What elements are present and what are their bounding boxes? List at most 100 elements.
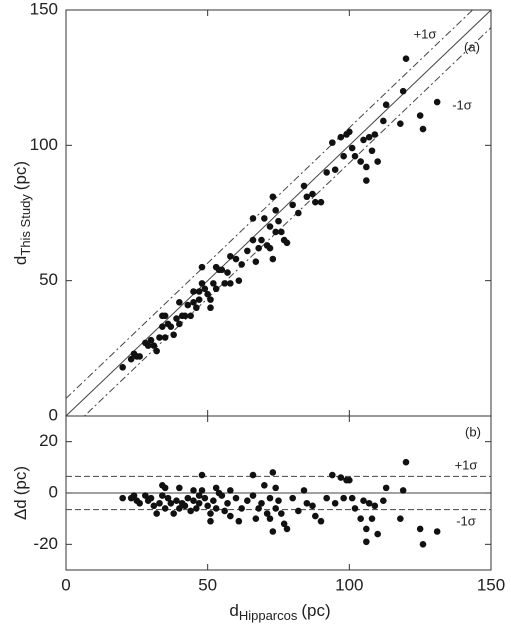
- data-point: [382, 484, 390, 492]
- data-point: [351, 505, 359, 512]
- data-point: [187, 312, 194, 320]
- sigma-label: -1σ: [452, 97, 472, 112]
- data-point: [190, 487, 197, 494]
- plot-area: [66, 458, 491, 548]
- axis-label-part: d: [11, 256, 30, 265]
- data-point: [150, 502, 158, 510]
- data-point: [266, 223, 274, 230]
- data-point: [380, 497, 387, 505]
- data-point: [147, 336, 155, 344]
- data-point: [329, 471, 336, 479]
- data-point: [198, 487, 206, 494]
- data-point: [295, 209, 302, 217]
- data-point: [329, 139, 336, 146]
- axis-label-part: (pc): [11, 161, 30, 190]
- data-point: [337, 474, 345, 481]
- data-point: [374, 158, 381, 165]
- y-tick-label: 0: [49, 482, 58, 501]
- data-point: [337, 133, 345, 141]
- data-point: [195, 296, 203, 303]
- axis-label-part: Δd: [11, 499, 30, 520]
- data-point: [184, 301, 192, 309]
- axis-label-part: Hipparcos: [239, 608, 298, 623]
- data-point: [317, 198, 325, 206]
- data-point: [261, 215, 268, 222]
- data-point: [156, 499, 163, 507]
- data-point: [244, 497, 251, 505]
- data-point: [266, 244, 274, 252]
- data-point: [371, 502, 379, 510]
- data-point: [317, 517, 325, 525]
- data-point: [368, 147, 376, 155]
- data-point: [161, 334, 169, 341]
- axis-label-part: This Study: [18, 194, 33, 256]
- y-tick-label: 0: [49, 405, 58, 424]
- data-point: [227, 487, 234, 494]
- data-point: [289, 201, 296, 209]
- data-point: [210, 280, 217, 287]
- axis-label: dThis Study (pc): [11, 161, 33, 265]
- data-point: [204, 502, 211, 510]
- data-point: [266, 494, 274, 502]
- data-point: [235, 277, 243, 284]
- data-point: [173, 315, 180, 322]
- sigma-label: +1σ: [455, 457, 478, 472]
- data-point: [184, 494, 192, 502]
- data-point: [232, 494, 240, 502]
- data-point: [173, 497, 180, 505]
- data-point: [164, 494, 172, 502]
- data-point: [235, 517, 243, 525]
- data-point: [331, 499, 339, 507]
- data-point: [309, 190, 316, 198]
- data-point: [176, 320, 183, 328]
- data-point: [365, 499, 373, 507]
- data-point: [348, 494, 356, 502]
- panel-label: (b): [465, 424, 481, 439]
- data-point: [323, 169, 330, 176]
- data-point: [142, 492, 149, 499]
- data-point: [340, 494, 347, 502]
- data-point: [119, 494, 126, 502]
- data-point: [275, 217, 282, 225]
- data-point: [278, 510, 285, 517]
- data-point: [360, 136, 367, 144]
- data-point: [402, 55, 410, 63]
- y-tick-label: 20: [39, 431, 58, 450]
- axis-label: dHipparcos (pc): [229, 601, 330, 623]
- data-point: [272, 484, 279, 492]
- data-point: [190, 497, 197, 505]
- data-point: [167, 499, 175, 507]
- data-point: [269, 469, 277, 476]
- data-point: [238, 505, 245, 512]
- data-point: [289, 494, 296, 502]
- data-point: [346, 128, 353, 136]
- data-point: [144, 342, 152, 349]
- sigma-label: +1σ: [414, 26, 437, 41]
- data-point: [252, 515, 260, 522]
- data-point: [371, 131, 379, 138]
- data-point: [272, 228, 279, 236]
- data-point: [312, 512, 319, 520]
- data-point: [181, 312, 189, 320]
- data-point: [210, 497, 217, 505]
- data-point: [244, 247, 251, 255]
- data-point: [360, 497, 367, 505]
- data-point: [275, 497, 282, 505]
- data-point: [190, 299, 197, 306]
- data-point: [147, 494, 155, 502]
- data-point: [207, 296, 214, 303]
- data-point: [399, 487, 407, 494]
- data-point: [295, 507, 302, 515]
- data-point: [212, 505, 220, 512]
- plot-area: [66, 10, 491, 416]
- data-point: [159, 492, 166, 499]
- data-point: [357, 158, 364, 165]
- data-point: [363, 163, 370, 171]
- data-point: [238, 261, 245, 268]
- data-point: [170, 331, 177, 339]
- data-point: [227, 253, 234, 260]
- data-point: [249, 492, 257, 499]
- data-point: [190, 288, 197, 295]
- data-point: [187, 507, 194, 515]
- data-point: [309, 502, 316, 510]
